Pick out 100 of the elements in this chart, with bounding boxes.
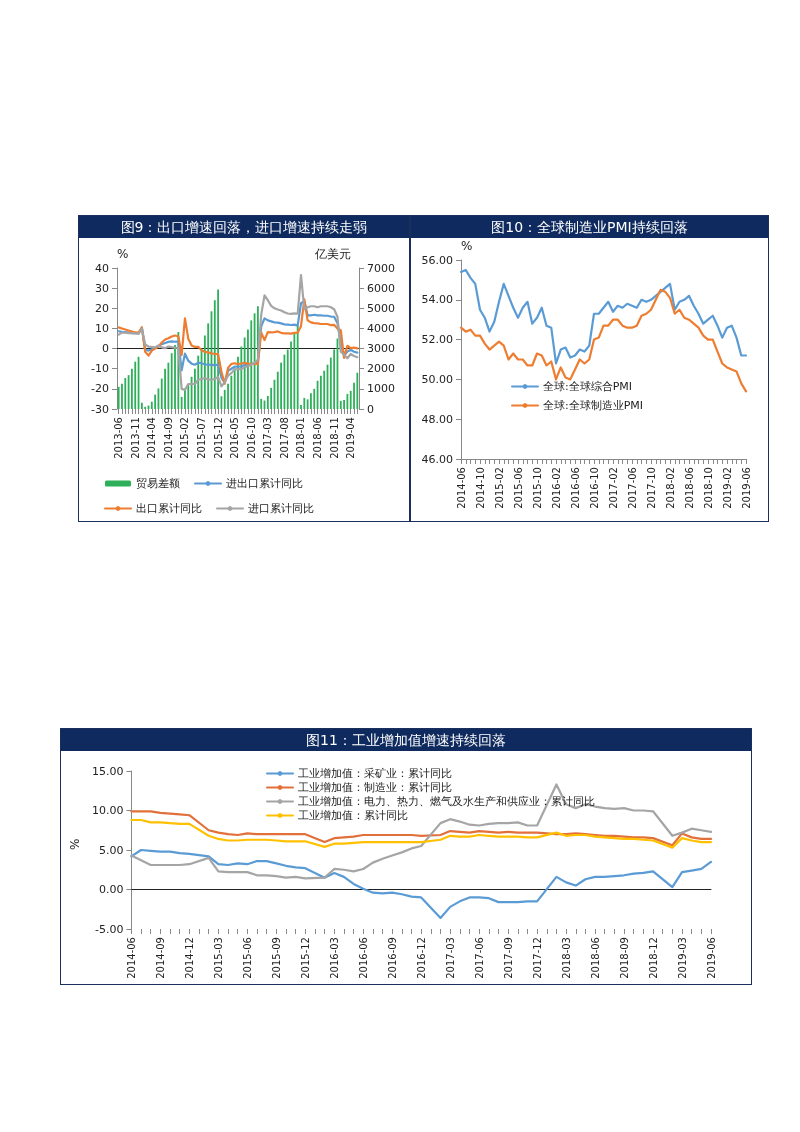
legend-label: 工业增加值：电力、热力、燃气及水生产和供应业：累计同比 bbox=[298, 795, 595, 808]
y-tick-label: 15.00 bbox=[91, 764, 124, 778]
x-tick-label: 2013-11 bbox=[129, 417, 141, 459]
x-tick-label: 2016-06 bbox=[357, 937, 369, 979]
x-tick-label: 2017-02 bbox=[607, 467, 619, 509]
x-tick-label: 2016-10 bbox=[588, 467, 600, 509]
line-series bbox=[130, 810, 713, 847]
x-tick-label: 2015-06 bbox=[241, 937, 253, 979]
x-tick-label: 2014-06 bbox=[455, 467, 467, 509]
x-tick-label: 2017-08 bbox=[278, 417, 290, 459]
legend-label: 进出口累计同比 bbox=[226, 477, 303, 490]
legend-label: 进口累计同比 bbox=[248, 502, 314, 515]
x-tick-label: 2018-11 bbox=[328, 417, 340, 459]
x-tick-label: 2018-12 bbox=[647, 937, 659, 979]
x-tick-label: 2015-12 bbox=[212, 417, 224, 459]
line-series bbox=[459, 268, 748, 365]
y-tick-label: 48.00 bbox=[421, 412, 453, 426]
x-tick-label: 2018-06 bbox=[683, 467, 695, 509]
x-tick-label: 2014-06 bbox=[125, 937, 137, 979]
x-tick-label: 2018-10 bbox=[702, 467, 714, 509]
x-tick-label: 2015-02 bbox=[493, 467, 505, 509]
x-tick-label: 2016-09 bbox=[386, 937, 398, 979]
y-tick-label: 40 bbox=[95, 261, 109, 275]
legend-label: 出口累计同比 bbox=[136, 502, 202, 515]
x-tick-label: 2018-03 bbox=[560, 937, 572, 979]
x-tick-label: 2015-02 bbox=[179, 417, 191, 459]
x-tick-label: 2014-12 bbox=[183, 937, 195, 979]
line-series bbox=[130, 848, 713, 920]
y-tick-label: -5.00 bbox=[94, 922, 124, 936]
legend-label: 全球:全球综合PMI bbox=[543, 380, 633, 393]
x-tick-label: 2017-06 bbox=[473, 937, 485, 979]
x-tick-label: 2019-02 bbox=[721, 467, 733, 509]
x-tick-label: 2017-09 bbox=[502, 937, 514, 979]
x-tick-label: 2015-10 bbox=[531, 467, 543, 509]
y2-tick-label: 2000 bbox=[367, 362, 395, 376]
x-tick-label: 2018-01 bbox=[295, 417, 307, 459]
x-tick-label: 2014-09 bbox=[154, 937, 166, 979]
x-tick-label: 2019-06 bbox=[705, 937, 717, 979]
x-tick-label: 2017-03 bbox=[262, 417, 274, 459]
line-series bbox=[117, 273, 359, 391]
legend-label: 工业增加值：采矿业：累计同比 bbox=[298, 767, 452, 780]
x-tick-label: 2014-10 bbox=[474, 467, 486, 509]
x-tick-label: 2015-03 bbox=[212, 937, 224, 979]
x-tick-label: 2017-12 bbox=[531, 937, 543, 979]
legend-label: 贸易差额 bbox=[136, 477, 180, 490]
x-tick-label: 2018-06 bbox=[589, 937, 601, 979]
x-tick-label: 2015-06 bbox=[512, 467, 524, 509]
legend-label: 工业增加值：制造业：累计同比 bbox=[298, 781, 452, 794]
y-axis-title: % bbox=[117, 247, 129, 261]
y2-tick-label: 1000 bbox=[367, 382, 395, 396]
x-tick-label: 2015-09 bbox=[270, 937, 282, 979]
x-tick-label: 2014-04 bbox=[146, 417, 158, 459]
y2-tick-label: 6000 bbox=[367, 281, 395, 295]
y2-tick-label: 0 bbox=[367, 402, 374, 416]
x-tick-label: 2017-10 bbox=[645, 467, 657, 509]
x-tick-label: 2016-03 bbox=[328, 937, 340, 979]
y2-tick-label: 3000 bbox=[367, 342, 395, 356]
y-tick-label: 0.00 bbox=[98, 883, 124, 896]
y-tick-label: -20 bbox=[91, 382, 109, 396]
x-tick-label: 2019-06 bbox=[740, 467, 752, 509]
x-tick-label: 2016-06 bbox=[569, 467, 581, 509]
x-tick-label: 2019-03 bbox=[676, 937, 688, 979]
x-tick-label: 2013-06 bbox=[113, 417, 125, 459]
x-tick-label: 2014-09 bbox=[162, 417, 174, 459]
y-tick-label: 20 bbox=[95, 301, 109, 315]
y-axis-title: % bbox=[68, 838, 82, 850]
x-tick-label: 2015-12 bbox=[299, 937, 311, 979]
line-series bbox=[459, 288, 748, 393]
x-tick-label: 2018-02 bbox=[664, 467, 676, 509]
x-tick-label: 2016-10 bbox=[245, 417, 257, 459]
y-tick-label: -10 bbox=[91, 362, 109, 376]
x-tick-label: 2015-07 bbox=[196, 417, 208, 459]
x-tick-label: 2016-12 bbox=[415, 937, 427, 979]
y-tick-label: 10 bbox=[95, 321, 109, 335]
legend-label: 工业增加值：累计同比 bbox=[298, 809, 408, 822]
chart-title: 图11：工业增加值增速持续回落 bbox=[61, 729, 751, 751]
y-tick-label: 56.00 bbox=[421, 253, 453, 267]
y2-axis-title: 亿美元 bbox=[314, 247, 351, 261]
y-tick-label: 5.00 bbox=[98, 843, 124, 857]
y-tick-label: -30 bbox=[91, 402, 109, 416]
x-tick-label: 2016-02 bbox=[550, 467, 562, 509]
x-tick-label: 2016-05 bbox=[229, 417, 241, 459]
y-tick-label: 0 bbox=[102, 342, 109, 356]
legend-label: 全球:全球制造业PMI bbox=[543, 399, 644, 412]
y-axis-title: % bbox=[461, 239, 473, 253]
x-tick-label: 2017-03 bbox=[444, 937, 456, 979]
y2-tick-label: 5000 bbox=[367, 301, 395, 315]
y-tick-label: 10.00 bbox=[91, 804, 124, 817]
x-tick-label: 2018-06 bbox=[312, 417, 324, 459]
x-tick-label: 2017-06 bbox=[626, 467, 638, 509]
x-tick-label: 2018-09 bbox=[618, 937, 630, 979]
y-tick-label: 52.00 bbox=[421, 333, 453, 347]
y-tick-label: 30 bbox=[95, 281, 109, 295]
y2-tick-label: 7000 bbox=[367, 261, 395, 275]
chart-title: 图10：全球制造业PMI持续回落 bbox=[411, 216, 768, 238]
chart-title: 图9：出口增速回落，进口增速持续走弱 bbox=[79, 216, 409, 238]
y-tick-label: 54.00 bbox=[421, 293, 453, 307]
x-tick-label: 2019-04 bbox=[345, 417, 357, 459]
y2-tick-label: 4000 bbox=[367, 321, 395, 335]
y-tick-label: 50.00 bbox=[421, 372, 453, 386]
